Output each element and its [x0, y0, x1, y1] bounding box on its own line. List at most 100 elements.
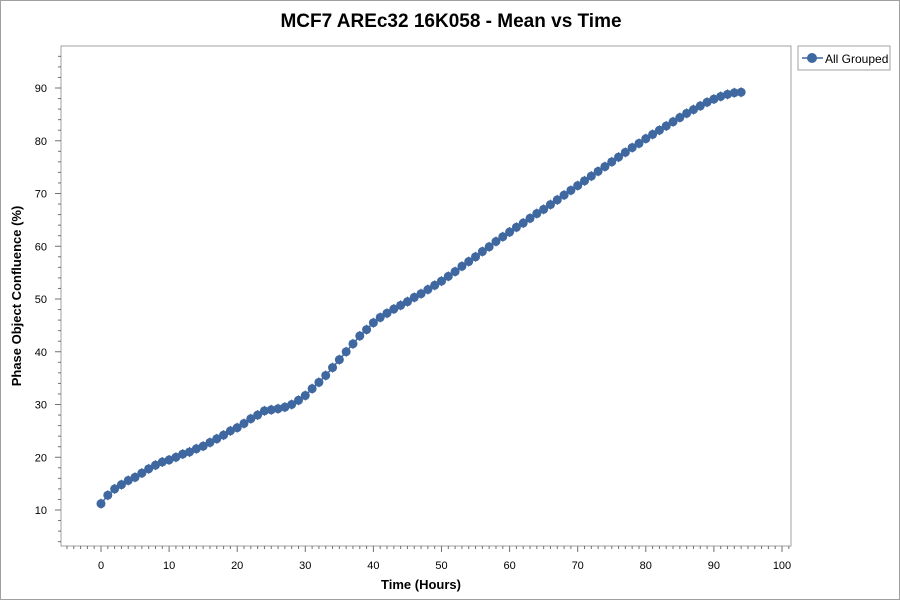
- data-point: [430, 280, 440, 290]
- data-point: [205, 437, 215, 447]
- x-tick-label: 60: [503, 560, 515, 572]
- data-point: [443, 271, 453, 281]
- data-point: [566, 185, 576, 195]
- data-point: [661, 121, 671, 131]
- x-axis-label: Time (Hours): [381, 577, 461, 592]
- data-point: [545, 200, 555, 210]
- data-point: [300, 391, 310, 401]
- data-point: [723, 89, 733, 99]
- data-point: [593, 166, 603, 176]
- data-point: [253, 410, 263, 420]
- y-tick-label: 20: [35, 452, 47, 464]
- data-point: [178, 449, 188, 459]
- x-tick-label: 80: [640, 560, 652, 572]
- x-axis: 0 10 20 30 40 50 60 70 80 90 100: [66, 546, 791, 572]
- data-point: [307, 384, 317, 394]
- data-point: [648, 129, 658, 139]
- y-tick-label: 80: [35, 136, 47, 148]
- data-point: [654, 125, 664, 135]
- x-tick-label: 90: [708, 560, 720, 572]
- data-point: [137, 468, 147, 478]
- data-point: [348, 339, 358, 349]
- data-point: [334, 355, 344, 365]
- data-point: [423, 285, 433, 295]
- legend[interactable]: All Grouped: [797, 45, 891, 71]
- data-point: [144, 464, 154, 474]
- data-point: [191, 444, 201, 454]
- data-point: [471, 252, 481, 262]
- data-point: [150, 460, 160, 470]
- y-tick-label: 10: [35, 505, 47, 517]
- data-point: [695, 101, 705, 111]
- data-point: [491, 237, 501, 247]
- y-tick-label: 60: [35, 241, 47, 253]
- y-tick-label: 40: [35, 347, 47, 359]
- data-point: [103, 490, 113, 500]
- data-point: [185, 447, 195, 457]
- data-point: [280, 402, 290, 412]
- data-point: [477, 247, 487, 257]
- data-point: [382, 308, 392, 318]
- data-point: [239, 418, 249, 428]
- data-point: [198, 441, 208, 451]
- x-tick-label: 40: [367, 560, 379, 572]
- data-point: [293, 395, 303, 405]
- data-point: [416, 289, 426, 299]
- data-point: [110, 484, 120, 494]
- data-point: [232, 423, 242, 433]
- data-point: [702, 97, 712, 107]
- data-point: [157, 457, 167, 467]
- data-point: [518, 218, 528, 228]
- data-point: [607, 157, 617, 167]
- data-point: [321, 370, 331, 380]
- data-point: [287, 400, 297, 409]
- data-point: [627, 143, 637, 153]
- data-point: [457, 261, 467, 271]
- y-axis-label: Phase Object Confluence (%): [9, 206, 24, 387]
- data-point: [368, 318, 378, 328]
- data-point: [682, 108, 692, 118]
- data-point: [171, 452, 181, 462]
- data-point: [614, 152, 624, 162]
- data-point: [246, 414, 256, 424]
- data-point: [532, 209, 542, 219]
- data-point: [409, 292, 419, 302]
- data-point: [505, 227, 515, 237]
- data-point: [580, 176, 590, 186]
- data-point: [259, 406, 269, 416]
- data-point: [450, 267, 460, 277]
- data-point: [396, 300, 406, 310]
- data-point: [709, 94, 719, 104]
- data-point: [688, 105, 698, 115]
- data-point: [212, 434, 222, 444]
- plot-area: [60, 45, 792, 547]
- x-tick-label: 30: [299, 560, 311, 572]
- legend-label: All Grouped: [825, 52, 888, 66]
- x-tick-label: 100: [773, 560, 791, 572]
- data-point: [464, 257, 474, 267]
- data-point: [123, 475, 133, 485]
- y-tick-label: 70: [35, 189, 47, 201]
- data-point: [437, 276, 446, 286]
- data-point: [341, 347, 351, 357]
- data-point: [600, 162, 610, 172]
- data-point: [355, 331, 365, 341]
- data-point: [641, 134, 651, 144]
- data-point: [736, 87, 746, 97]
- data-point: [511, 222, 521, 232]
- data-point: [573, 181, 583, 191]
- data-point: [525, 213, 535, 223]
- data-point: [389, 304, 399, 314]
- data-point: [716, 91, 726, 101]
- data-point: [96, 499, 106, 509]
- data-point: [130, 472, 140, 482]
- data-point: [498, 232, 508, 242]
- data-point: [328, 363, 338, 373]
- data-point: [375, 312, 385, 322]
- data-point: [273, 404, 283, 414]
- data-point: [729, 88, 739, 98]
- x-tick-label: 50: [435, 560, 447, 572]
- data-point: [219, 430, 229, 440]
